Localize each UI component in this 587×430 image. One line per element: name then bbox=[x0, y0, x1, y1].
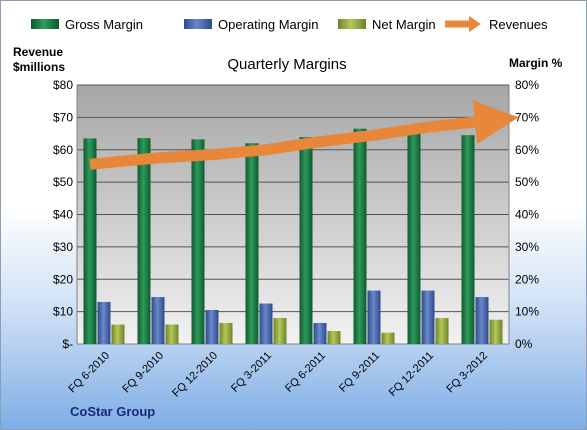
left-tick-label: $- bbox=[62, 337, 73, 351]
net-margin-legend-swatch bbox=[338, 19, 366, 29]
footer-source: CoStar Group bbox=[70, 404, 155, 419]
net-margin-bar bbox=[111, 324, 125, 344]
gross-margin-bar bbox=[83, 138, 97, 344]
gross-margin-legend-swatch bbox=[31, 19, 59, 29]
net-margin-bar bbox=[489, 319, 503, 344]
right-axis-title: Margin % bbox=[509, 56, 563, 70]
x-tick-label: FQ 3-2011 bbox=[229, 350, 274, 395]
operating-margin-bar bbox=[421, 290, 435, 344]
gross-margin-bar bbox=[461, 135, 475, 344]
right-tick-label: 20% bbox=[515, 272, 539, 286]
operating-margin-bar bbox=[259, 303, 273, 344]
gross-margin-bar bbox=[245, 143, 259, 344]
operating-margin-bar bbox=[97, 301, 111, 344]
x-tick-label: FQ 12-2011 bbox=[387, 350, 436, 399]
revenues-line bbox=[89, 100, 519, 170]
operating-margin-bar bbox=[205, 310, 219, 344]
right-tick-label: 40% bbox=[515, 208, 539, 222]
x-tick-label: FQ 6-2011 bbox=[283, 350, 328, 395]
x-tick-label: FQ 12-2010 bbox=[170, 350, 220, 400]
operating-margin-legend-swatch bbox=[184, 19, 212, 29]
right-tick-label: 10% bbox=[515, 305, 539, 319]
legend-label: Net Margin bbox=[372, 17, 436, 32]
net-margin-bar bbox=[165, 324, 179, 344]
net-margin-bar bbox=[327, 331, 341, 344]
right-tick-label: 30% bbox=[515, 240, 539, 254]
right-tick-label: 80% bbox=[515, 78, 539, 92]
plot-area: $- 0% $10 10% $20 20% $30 30% $40 40% $50 50% $60 60%… bbox=[53, 78, 539, 400]
left-tick-label: $60 bbox=[53, 143, 73, 157]
right-tick-label: 0% bbox=[515, 337, 533, 351]
x-tick-label: FQ 6-2010 bbox=[66, 350, 112, 396]
gross-margin-bar bbox=[137, 138, 151, 344]
right-tick-label: 70% bbox=[515, 110, 539, 124]
legend: Gross Margin Operating Margin Net Margin Re… bbox=[31, 16, 548, 32]
left-axis-title-line2: $millions bbox=[13, 60, 65, 74]
operating-margin-bar bbox=[475, 297, 489, 344]
net-margin-bar bbox=[435, 318, 449, 344]
operating-margin-bar bbox=[313, 322, 327, 344]
legend-label: Revenues bbox=[489, 17, 548, 32]
gross-margin-bar bbox=[299, 137, 313, 344]
net-margin-bar bbox=[381, 332, 395, 344]
x-tick-label: FQ 9-2011 bbox=[337, 350, 382, 395]
left-tick-label: $50 bbox=[53, 175, 73, 189]
left-tick-label: $80 bbox=[53, 78, 73, 92]
operating-margin-bar bbox=[151, 297, 165, 344]
left-tick-label: $20 bbox=[53, 272, 73, 286]
left-tick-label: $10 bbox=[53, 305, 73, 319]
x-tick-label: FQ 9-2010 bbox=[120, 350, 166, 396]
gross-margin-bar bbox=[353, 128, 367, 344]
gross-margin-bar bbox=[407, 128, 421, 344]
left-tick-label: $70 bbox=[53, 110, 73, 124]
net-margin-bar bbox=[219, 322, 233, 344]
revenues-legend-arrow bbox=[469, 16, 481, 32]
right-tick-label: 60% bbox=[515, 143, 539, 157]
chart-title: Quarterly Margins bbox=[227, 56, 346, 73]
net-margin-bar bbox=[273, 318, 287, 344]
left-tick-label: $40 bbox=[53, 208, 73, 222]
left-tick-label: $30 bbox=[53, 240, 73, 254]
operating-margin-bar bbox=[367, 290, 381, 344]
left-axis-title-line1: Revenue bbox=[13, 45, 63, 59]
legend-label: Gross Margin bbox=[65, 17, 143, 32]
right-tick-label: 50% bbox=[515, 175, 539, 189]
legend-label: Operating Margin bbox=[218, 17, 318, 32]
gross-margin-bar bbox=[191, 139, 205, 344]
x-tick-label: FQ 3-2012 bbox=[444, 350, 490, 396]
